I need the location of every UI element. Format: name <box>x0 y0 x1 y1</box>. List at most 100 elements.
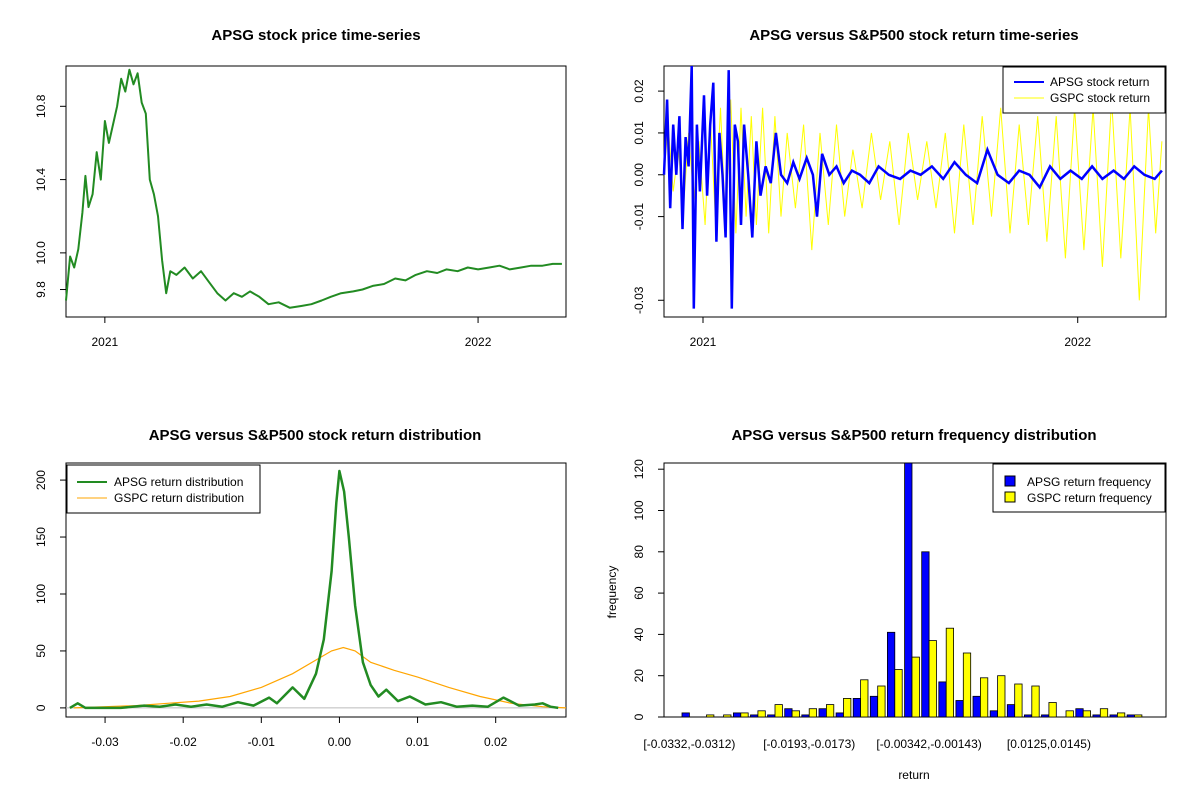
gspc-return-line <box>663 99 1163 301</box>
freq-chart-title: APSG versus S&P500 return frequency dist… <box>731 427 1096 444</box>
price-series <box>65 68 562 309</box>
gspc-density-line <box>73 646 567 709</box>
density-ytick-label: 100 <box>34 584 48 604</box>
freq-xtick-label: [-0.0332,-0.0312) <box>643 737 735 751</box>
apsg-freq-bar <box>1075 708 1084 718</box>
apsg-freq-bar <box>1041 714 1050 718</box>
gspc-freq-bar <box>1099 708 1109 718</box>
price-plot-frame <box>65 65 567 318</box>
apsg-freq-bar <box>989 710 999 718</box>
price-xtick-label: 2022 <box>465 335 492 349</box>
freq-ytick-label: 0 <box>632 713 646 720</box>
gspc-freq-bar <box>945 627 955 718</box>
gspc-freq-bar <box>1031 685 1040 718</box>
freq-ytick-label: 120 <box>632 459 646 479</box>
apsg-freq-bar <box>835 712 844 718</box>
price-line <box>65 68 562 309</box>
returns-ytick-label: 0.02 <box>632 79 646 103</box>
gspc-freq-bar <box>997 675 1006 718</box>
density-ytick-label: 150 <box>34 527 48 547</box>
freq-panel: APSG versus S&P500 return frequency dist… <box>605 427 1167 782</box>
returns-ytick-label: 0.00 <box>632 163 646 187</box>
gspc-freq-bar <box>1048 702 1057 718</box>
apsg-freq-bar <box>733 712 742 718</box>
price-ytick-label: 9.8 <box>34 281 48 298</box>
density-panel: APSG versus S&P500 stock return distribu… <box>34 427 567 749</box>
freq-legend-box <box>992 463 1166 513</box>
gspc-freq-bar <box>757 710 766 718</box>
apsg-freq-bar <box>972 695 981 718</box>
freq-xtick-label: [-0.0193,-0.0173) <box>763 737 855 751</box>
apsg-freq-bar <box>681 712 690 718</box>
returns-plot-frame <box>663 65 1167 318</box>
gspc-freq-bar <box>980 677 989 718</box>
returns-legend: APSG stock return GSPC stock return <box>1002 66 1166 114</box>
returns-series <box>662 65 1163 309</box>
returns-ytick-label: -0.03 <box>632 286 646 314</box>
freq-legend: APSG return frequency GSPC return freque… <box>992 463 1166 513</box>
apsg-freq-bar <box>1109 714 1118 718</box>
gspc-freq-bar <box>723 714 732 718</box>
apsg-freq-bar <box>818 708 827 718</box>
returns-xtick-label: 2021 <box>690 335 717 349</box>
freq-y-axis-label: frequency <box>605 566 619 619</box>
gspc-freq-bar <box>791 710 800 718</box>
freq-series <box>681 462 1143 718</box>
apsg-freq-bar <box>1006 704 1016 718</box>
density-xtick-label: 0.01 <box>406 735 430 749</box>
freq-legend-swatch-apsg <box>1004 475 1016 487</box>
density-legend-label: APSG return distribution <box>114 475 243 489</box>
apsg-freq-bar <box>1126 714 1135 718</box>
price-ytick-label: 10.4 <box>34 168 48 192</box>
freq-xtick-label: [-0.00342,-0.00143) <box>876 737 981 751</box>
density-ytick-label: 50 <box>34 644 48 658</box>
freq-x-axis-label: return <box>898 768 929 782</box>
freq-axes: [-0.0332,-0.0312) [-0.0193,-0.0173) [-0.… <box>632 459 1091 751</box>
apsg-density-line <box>69 469 559 710</box>
gspc-freq-bar <box>843 698 852 718</box>
returns-legend-label: GSPC stock return <box>1050 91 1150 105</box>
density-legend: APSG return distribution GSPC return dis… <box>66 464 261 514</box>
freq-xtick-label: [0.0125,0.0145) <box>1007 737 1091 751</box>
freq-legend-label: GSPC return frequency <box>1027 491 1152 505</box>
gspc-freq-bar <box>1134 714 1143 718</box>
gspc-freq-bar <box>706 714 715 718</box>
returns-panel: APSG versus S&P500 stock return time-ser… <box>632 27 1167 349</box>
price-panel: APSG stock price time-series 2021 2022 9… <box>34 27 567 349</box>
gspc-freq-bar <box>1117 712 1126 718</box>
returns-legend-label: APSG stock return <box>1050 75 1149 89</box>
density-xtick-label: -0.02 <box>170 735 198 749</box>
gspc-freq-bar <box>774 704 783 718</box>
freq-ytick-label: 60 <box>632 586 646 600</box>
density-xtick-label: -0.01 <box>248 735 276 749</box>
density-series <box>66 469 567 710</box>
density-ytick-label: 0 <box>34 704 48 711</box>
gspc-freq-bar <box>894 669 903 718</box>
density-legend-box <box>66 464 261 514</box>
freq-legend-label: APSG return frequency <box>1027 475 1151 489</box>
apsg-freq-bar <box>801 714 810 718</box>
density-legend-label: GSPC return distribution <box>114 491 244 505</box>
density-ytick-label: 200 <box>34 470 48 490</box>
price-ytick-label: 10.0 <box>34 241 48 265</box>
returns-legend-box <box>1002 66 1166 114</box>
price-axes: 2021 2022 9.8 10.0 10.4 10.8 <box>34 94 492 349</box>
returns-axes: 2021 2022 -0.03 -0.01 0.00 0.01 0.02 <box>632 79 1091 349</box>
returns-ytick-label: -0.01 <box>632 203 646 231</box>
gspc-freq-bar <box>808 708 818 718</box>
density-xtick-label: -0.03 <box>91 735 119 749</box>
freq-ytick-label: 20 <box>632 669 646 683</box>
apsg-freq-bar <box>852 698 862 718</box>
apsg-freq-bar <box>784 708 793 718</box>
apsg-freq-bar <box>869 695 879 718</box>
gspc-freq-bar <box>877 685 886 718</box>
apsg-freq-bar <box>1092 714 1101 718</box>
density-xtick-label: 0.00 <box>328 735 352 749</box>
freq-legend-swatch-gspc <box>1004 491 1016 503</box>
apsg-freq-bar <box>955 700 964 718</box>
gspc-freq-bar <box>1082 710 1091 718</box>
gspc-freq-bar <box>1014 683 1023 718</box>
gspc-freq-bar <box>826 704 835 718</box>
gspc-freq-bar <box>1065 710 1074 718</box>
